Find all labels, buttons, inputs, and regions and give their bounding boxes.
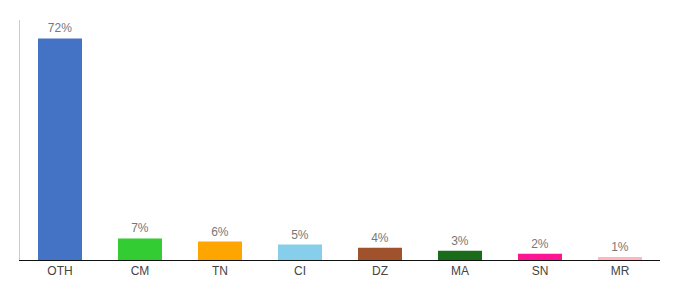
svg-text:7%: 7%: [131, 221, 149, 235]
svg-text:DZ: DZ: [372, 264, 388, 278]
svg-text:MR: MR: [611, 264, 630, 278]
svg-text:4%: 4%: [371, 231, 389, 245]
svg-text:6%: 6%: [211, 225, 229, 239]
svg-text:CI: CI: [294, 264, 306, 278]
svg-text:MA: MA: [451, 264, 469, 278]
svg-text:2%: 2%: [531, 237, 549, 251]
svg-text:TN: TN: [212, 264, 228, 278]
svg-text:5%: 5%: [291, 228, 309, 242]
svg-text:OTH: OTH: [47, 264, 72, 278]
svg-text:SN: SN: [532, 264, 549, 278]
svg-text:72%: 72%: [48, 21, 72, 35]
svg-text:1%: 1%: [611, 240, 629, 254]
svg-text:3%: 3%: [451, 234, 469, 248]
svg-text:CM: CM: [131, 264, 150, 278]
